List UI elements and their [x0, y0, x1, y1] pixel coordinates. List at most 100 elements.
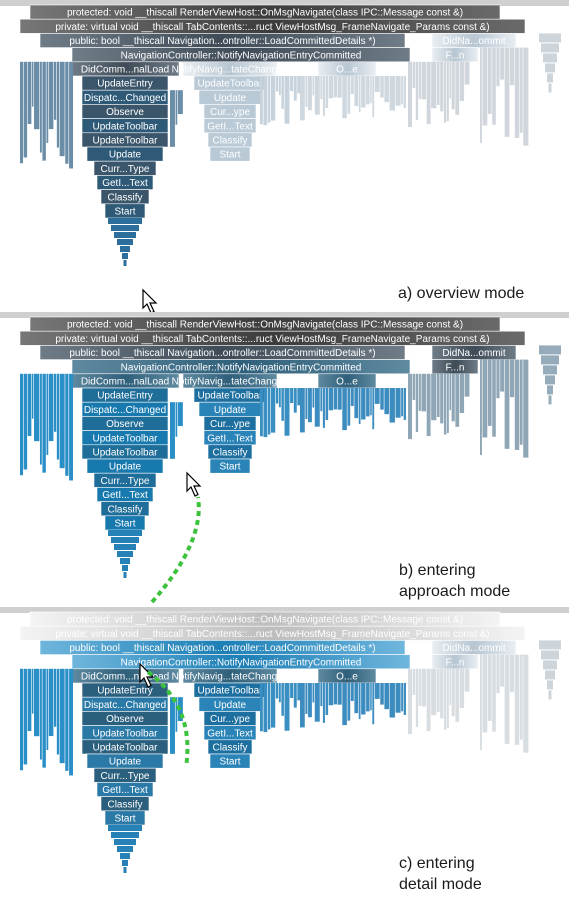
second-frame-6-rect[interactable] — [209, 753, 251, 769]
second-frame-3[interactable]: Cur...ype — [203, 416, 257, 431]
row-on-msg-navigate[interactable]: protected: void __thiscall RenderViewHos… — [29, 316, 501, 332]
third-frame[interactable]: O...e — [317, 373, 377, 389]
main-frame-7[interactable]: Curr...Type — [93, 160, 157, 176]
row-tab-contents[interactable]: private: virtual void __thiscall TabCont… — [19, 330, 526, 346]
main-frame-3[interactable]: Observe — [81, 416, 169, 431]
third-frame-rect[interactable] — [317, 373, 377, 389]
main-frame-9[interactable]: Classify — [100, 189, 150, 205]
main-frame-5[interactable]: UpdateToolbar — [81, 132, 169, 148]
fringe-far-spike-3 — [492, 359, 496, 437]
fringe-left-spike-2 — [27, 668, 32, 732]
fringe-right-spike-15 — [464, 668, 470, 692]
main-frame-0[interactable]: DidComm...nalLoad — [70, 61, 180, 77]
main-frame-10[interactable]: Start — [104, 810, 146, 826]
main-frame-2[interactable]: Dispatc...Changed — [81, 89, 169, 105]
main-frame-0[interactable]: DidComm...nalLoad — [70, 668, 180, 684]
main-frame-6[interactable]: Update — [86, 753, 164, 769]
second-frame-6[interactable]: Start — [209, 458, 251, 474]
row-notify-navigation[interactable]: NavigationController::NotifyNavigationEn… — [71, 654, 411, 670]
second-frame-3[interactable]: Cur...ype — [203, 711, 257, 726]
second-frame-5[interactable]: Classify — [207, 132, 253, 148]
row-did-commit[interactable]: DidNa...ommit — [431, 345, 517, 360]
right-tail-4 — [547, 385, 553, 395]
row-f-n-rect[interactable] — [431, 47, 479, 63]
fringe-far-spike-6 — [504, 654, 510, 744]
second-frame-1[interactable]: UpdateToolbar — [193, 682, 267, 698]
main-frame-6[interactable]: Update — [86, 146, 164, 162]
third-frame-rect[interactable] — [317, 61, 377, 77]
main-frame-4[interactable]: UpdateToolbar — [81, 118, 169, 134]
main-frame-1[interactable]: UpdateEntry — [81, 387, 169, 403]
second-frame-4[interactable]: GetI...Text — [203, 725, 257, 741]
main-frame-5[interactable]: UpdateToolbar — [81, 739, 169, 755]
main-frame-4[interactable]: UpdateToolbar — [81, 430, 169, 446]
main-frame-8[interactable]: GetI...Text — [96, 782, 154, 797]
second-frame-0[interactable]: NotifyNavig...tateChanged — [172, 61, 289, 77]
fringe-right-spike-6 — [431, 61, 437, 109]
second-frame-3[interactable]: Cur...ype — [203, 104, 257, 119]
fringe-far-spike-8 — [514, 359, 520, 450]
second-frame-0[interactable]: NotifyNavig...tateChanged — [172, 373, 289, 389]
main-frame-8[interactable]: GetI...Text — [96, 175, 154, 190]
second-frame-0-label: NotifyNavig...tateChanged — [172, 377, 289, 388]
second-frame-1[interactable]: UpdateToolbar — [193, 75, 267, 91]
second-frame-4[interactable]: GetI...Text — [203, 118, 257, 134]
row-load-committed[interactable]: public: bool __thiscall Navigation...ont… — [39, 345, 406, 360]
row-f-n[interactable]: F...n — [431, 47, 479, 63]
main-frame-1[interactable]: UpdateEntry — [81, 75, 169, 91]
main-frame-0-label: DidComm...nalLoad — [81, 65, 169, 76]
main-frame-7[interactable]: Curr...Type — [93, 767, 157, 783]
row-f-n[interactable]: F...n — [431, 359, 479, 375]
second-frame-6[interactable]: Start — [209, 146, 251, 162]
second-frame-6-rect[interactable] — [209, 146, 251, 162]
row-notify-navigation[interactable]: NavigationController::NotifyNavigationEn… — [71, 47, 411, 63]
main-frame-10[interactable]: Start — [104, 515, 146, 531]
row-f-n-rect[interactable] — [431, 654, 479, 670]
fringe-left-spike-6 — [42, 373, 46, 473]
row-tab-contents[interactable]: private: virtual void __thiscall TabCont… — [19, 18, 526, 34]
main-frame-9[interactable]: Classify — [100, 796, 150, 812]
main-frame-3[interactable]: Observe — [81, 711, 169, 726]
row-notify-navigation[interactable]: NavigationController::NotifyNavigationEn… — [71, 359, 411, 375]
second-frame-5[interactable]: Classify — [207, 444, 253, 460]
fringe-left-spike-5 — [39, 373, 42, 465]
main-frame-6[interactable]: Update — [86, 458, 164, 474]
main-frame-0[interactable]: DidComm...nalLoad — [70, 373, 180, 389]
row-load-committed[interactable]: public: bool __thiscall Navigation...ont… — [39, 33, 406, 48]
main-frame-2[interactable]: Dispatc...Changed — [81, 696, 169, 712]
main-frame-9[interactable]: Classify — [100, 501, 150, 517]
fringe-second-spike-5 — [278, 683, 281, 703]
main-frame-1-label: UpdateEntry — [97, 79, 153, 90]
second-frame-6[interactable]: Start — [209, 753, 251, 769]
third-frame[interactable]: O...e — [317, 668, 377, 684]
main-frame-4[interactable]: UpdateToolbar — [81, 725, 169, 741]
fringe-third-spike-20 — [374, 683, 380, 699]
second-frame-2[interactable]: Update — [198, 401, 262, 417]
row-on-msg-navigate[interactable]: protected: void __thiscall RenderViewHos… — [29, 611, 501, 627]
row-did-commit[interactable]: DidNa...ommit — [431, 640, 517, 655]
row-load-committed[interactable]: public: bool __thiscall Navigation...ont… — [39, 640, 406, 655]
second-frame-1[interactable]: UpdateToolbar — [193, 387, 267, 403]
main-frame-7[interactable]: Curr...Type — [93, 472, 157, 488]
second-frame-0[interactable]: NotifyNavig...tateChanged — [172, 668, 289, 684]
row-f-n-rect[interactable] — [431, 359, 479, 375]
main-frame-8[interactable]: GetI...Text — [96, 487, 154, 502]
second-frame-2[interactable]: Update — [198, 89, 262, 105]
row-tab-contents[interactable]: private: virtual void __thiscall TabCont… — [19, 625, 526, 641]
main-frame-5[interactable]: UpdateToolbar — [81, 444, 169, 460]
fringe-right-spike-1 — [412, 61, 416, 88]
third-frame[interactable]: O...e — [317, 61, 377, 77]
third-frame-rect[interactable] — [317, 668, 377, 684]
row-did-commit[interactable]: DidNa...ommit — [431, 33, 517, 48]
second-frame-2[interactable]: Update — [198, 696, 262, 712]
main-frame-8-label: GetI...Text — [102, 178, 148, 189]
main-frame-3[interactable]: Observe — [81, 104, 169, 119]
second-frame-6-rect[interactable] — [209, 458, 251, 474]
row-f-n[interactable]: F...n — [431, 654, 479, 670]
main-frame-10[interactable]: Start — [104, 203, 146, 219]
main-frame-1[interactable]: UpdateEntry — [81, 682, 169, 698]
row-on-msg-navigate[interactable]: protected: void __thiscall RenderViewHos… — [29, 4, 501, 20]
second-frame-5[interactable]: Classify — [207, 739, 253, 755]
second-frame-4[interactable]: GetI...Text — [203, 430, 257, 446]
main-frame-2[interactable]: Dispatc...Changed — [81, 401, 169, 417]
